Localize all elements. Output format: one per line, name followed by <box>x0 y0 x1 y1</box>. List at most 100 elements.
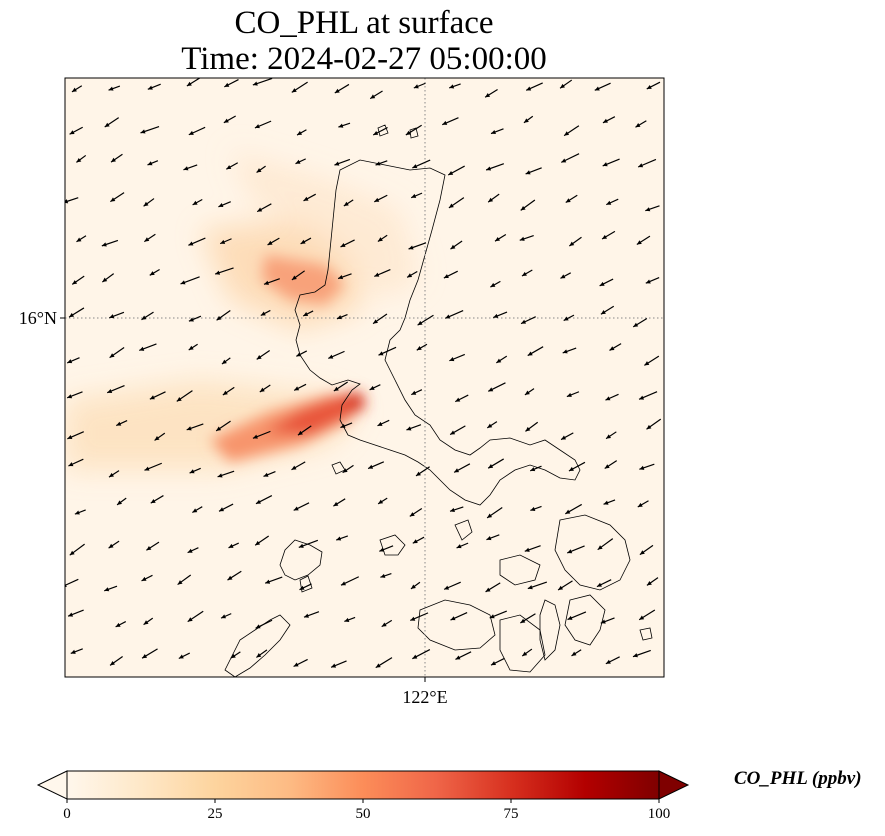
wind-arrow <box>603 499 616 505</box>
wind-arrow <box>333 498 346 507</box>
wind-arrow <box>343 199 354 207</box>
wind-arrow <box>405 124 422 136</box>
wind-arrow <box>605 656 620 665</box>
plume-south-core <box>265 395 362 435</box>
wind-arrow <box>637 158 657 168</box>
wind-arrow <box>406 270 418 278</box>
wind-arrow <box>259 384 271 393</box>
wind-arrow <box>216 309 231 321</box>
lon-tick-label: 122°E <box>402 687 447 707</box>
wind-arrow <box>563 314 575 322</box>
wind-arrow <box>116 420 128 427</box>
wind-arrow <box>486 421 498 429</box>
wind-arrow <box>568 461 586 472</box>
map-background <box>65 78 664 677</box>
wind-arrow <box>71 275 85 285</box>
wind-arrow <box>484 88 498 98</box>
wind-arrow <box>410 192 423 199</box>
coastline-mindoro <box>279 539 323 581</box>
wind-arrow <box>496 355 508 364</box>
wind-arrow <box>519 235 534 241</box>
coastline-islet-4 <box>639 627 653 641</box>
wind-arrow <box>76 154 87 163</box>
wind-arrow <box>66 357 80 364</box>
wind-arrow <box>445 309 464 319</box>
wind-arrow <box>192 198 203 206</box>
wind-arrow <box>254 535 270 546</box>
co-plume <box>65 150 420 470</box>
wind-arrow <box>337 273 352 280</box>
wind-arrow <box>450 240 463 250</box>
wind-arrow <box>450 612 468 621</box>
wind-arrow <box>377 497 388 505</box>
wind-arrow <box>116 497 127 506</box>
wind-arrow <box>565 194 578 204</box>
wind-arrow <box>109 311 125 319</box>
coastline-islet-1 <box>377 124 389 137</box>
wind-arrow <box>639 544 654 556</box>
coastline-luzon-north <box>294 159 581 506</box>
wind-arrow <box>256 203 272 213</box>
wind-arrow <box>334 158 351 166</box>
coastline-cebu <box>539 599 561 661</box>
colorbar-extend-max <box>658 770 690 800</box>
wind-arrow <box>328 350 345 359</box>
wind-arrow <box>180 276 200 285</box>
wind-arrow <box>143 617 154 626</box>
wind-arrow <box>139 343 157 351</box>
wind-vectors <box>65 78 662 669</box>
wind-arrow <box>487 382 506 392</box>
wind-arrow <box>606 198 619 206</box>
plume-nw-arc <box>230 150 420 300</box>
wind-arrow <box>372 126 388 136</box>
wind-arrow <box>449 353 466 362</box>
wind-arrow <box>638 609 656 621</box>
wind-arrow <box>260 309 271 317</box>
wind-arrow <box>597 538 614 551</box>
wind-arrow <box>293 383 307 391</box>
coastline-negros <box>499 614 546 673</box>
wind-arrow <box>490 280 501 288</box>
wind-arrow <box>176 390 193 402</box>
wind-arrow <box>183 164 198 171</box>
wind-arrow <box>374 194 388 203</box>
wind-arrow <box>521 269 533 277</box>
wind-arrow <box>563 125 580 137</box>
wind-arrow <box>299 583 312 591</box>
wind-arrow <box>527 346 544 357</box>
wind-arrow <box>486 507 503 519</box>
wind-arrow <box>566 391 580 398</box>
wind-arrow <box>494 233 507 242</box>
wind-arrow <box>101 239 119 247</box>
wind-arrow <box>192 506 203 514</box>
wind-arrow <box>215 420 231 432</box>
wind-arrow <box>562 347 577 354</box>
wind-arrow <box>380 572 392 578</box>
wind-arrow <box>189 467 201 474</box>
coastline-romblon <box>454 519 473 541</box>
wind-arrow <box>68 458 84 467</box>
wind-arrow <box>441 117 459 126</box>
wind-arrow <box>411 389 423 396</box>
wind-arrow <box>300 237 312 245</box>
wind-arrow <box>340 422 353 429</box>
wind-arrow <box>410 612 429 622</box>
wind-arrow <box>217 470 235 478</box>
wind-arrow <box>67 609 84 617</box>
wind-arrow <box>605 431 617 440</box>
wind-arrow <box>559 79 573 89</box>
wind-arrow <box>150 495 164 504</box>
wind-arrow <box>449 506 464 513</box>
wind-arrow <box>369 384 381 391</box>
wind-arrow <box>645 205 660 212</box>
wind-arrow <box>490 657 505 666</box>
coastline-masbate <box>499 554 541 586</box>
wind-arrow <box>375 657 393 669</box>
wind-arrow <box>177 574 192 586</box>
wind-arrow <box>263 278 280 285</box>
wind-arrow <box>646 418 662 430</box>
wind-arrow <box>521 648 533 657</box>
wind-arrow <box>188 315 202 322</box>
colorbar-gradient-bar <box>66 770 660 800</box>
